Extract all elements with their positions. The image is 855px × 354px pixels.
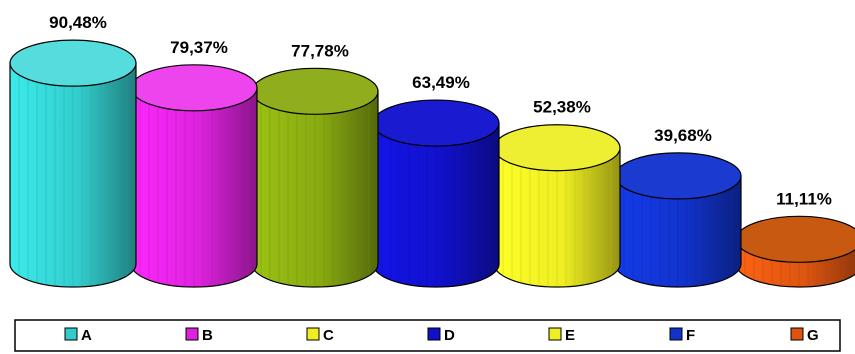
bar-e-top: [493, 124, 621, 172]
bar-b-stripes: [139, 92, 249, 287]
bar-b-top: [130, 64, 258, 112]
bar-d-top: [372, 99, 500, 147]
legend: A B C D E F G: [14, 319, 841, 352]
bars-group: [9, 39, 855, 288]
legend-label-f: F: [686, 327, 695, 344]
bar-a: [9, 39, 137, 288]
bar-c: [251, 67, 379, 288]
legend-label-a: A: [81, 327, 92, 344]
bar-d-stripes: [381, 127, 491, 287]
value-label-e: 52,38%: [533, 98, 591, 117]
value-label-b: 79,37%: [170, 38, 228, 57]
legend-swatch-a: [64, 327, 78, 341]
bar-c-top: [251, 67, 379, 115]
bar-e: [493, 124, 621, 288]
legend-label-e: E: [565, 327, 575, 344]
bar-f: [614, 152, 742, 288]
bar-c-stripes: [260, 95, 370, 287]
bar-d: [372, 99, 500, 288]
legend-swatch-f: [669, 327, 683, 341]
value-label-f: 39,68%: [654, 126, 712, 145]
bar-f-top: [614, 152, 742, 200]
legend-swatch-e: [548, 327, 562, 341]
bar-g-top: [735, 215, 855, 263]
bar-b: [130, 64, 258, 288]
bar-e-stripes: [502, 152, 612, 287]
legend-label-d: D: [444, 327, 455, 344]
value-label-c: 77,78%: [291, 41, 349, 60]
legend-swatch-c: [306, 327, 320, 341]
value-label-d: 63,49%: [412, 73, 470, 92]
legend-label-c: C: [323, 327, 334, 344]
legend-swatch-d: [427, 327, 441, 341]
value-label-g: 11,11%: [776, 189, 832, 208]
legend-label-g: G: [807, 327, 819, 344]
legend-label-b: B: [202, 327, 213, 344]
bar-a-top: [9, 39, 137, 87]
legend-swatch-b: [185, 327, 199, 341]
bar-g: [735, 215, 855, 288]
value-label-a: 90,48%: [49, 13, 107, 32]
legend-swatch-g: [790, 327, 804, 341]
value-labels-group: 11,11% 39,68% 52,38% 63,49% 77,78% 79,37% 90,4…: [49, 13, 832, 208]
bar-a-stripes: [18, 67, 128, 287]
